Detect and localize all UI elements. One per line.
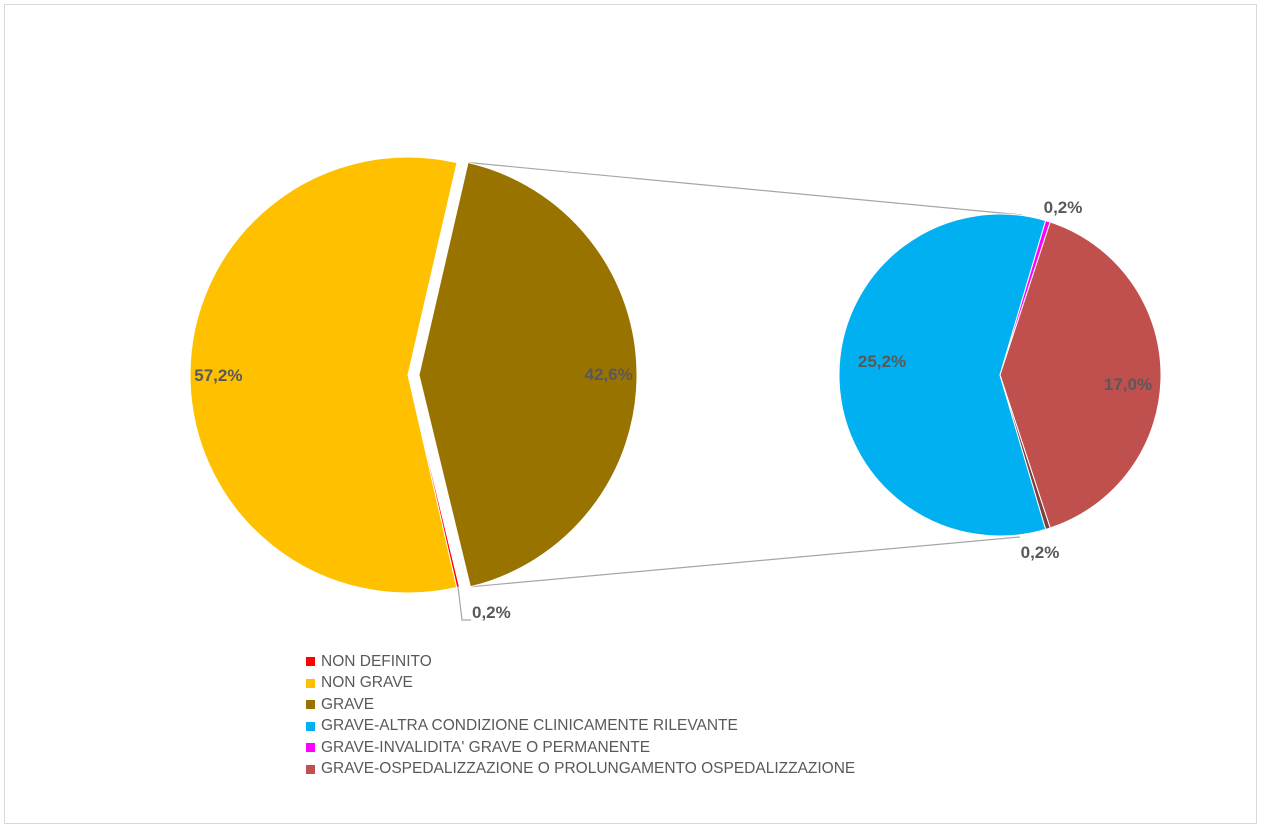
connector-top (467, 161, 1023, 216)
data-label-0: 0,2% (472, 603, 511, 622)
secondary-pie (838, 213, 1162, 537)
primary-slice-grave (418, 161, 638, 588)
legend-item: NON GRAVE (306, 673, 855, 695)
connector-lines (467, 161, 1023, 588)
connector-bottom (470, 536, 1021, 588)
secondary-data-label-2: 17,0% (1104, 375, 1152, 394)
legend-swatch (306, 657, 315, 667)
primary-pie (189, 156, 638, 594)
primary-slice-non-grave (189, 156, 458, 594)
data-label-1: 57,2% (194, 366, 242, 385)
legend-label: GRAVE-OSPEDALIZZAZIONE O PROLUNGAMENTO O… (321, 760, 856, 778)
legend-swatch (306, 678, 315, 688)
secondary-slice-other-3 (999, 374, 1051, 531)
secondary-data-label-3: 0,2% (1021, 543, 1060, 562)
legend-swatch (306, 764, 315, 774)
legend-swatch (306, 700, 315, 710)
legend-item: GRAVE (306, 694, 855, 716)
data-labels: 0,2% 57,2% 42,6% 25,2% 0,2% 17,0% 0,2% (194, 198, 1152, 622)
legend-swatch (306, 721, 315, 731)
legend: NON DEFINITO NON GRAVE GRAVE GRAVE-ALTRA CO… (306, 651, 855, 780)
legend-item: GRAVE-ALTRA CONDIZIONE CLINICAMENTE RILE… (306, 716, 855, 738)
legend-label: GRAVE-INVALIDITA' GRAVE O PERMANENTE (321, 738, 651, 756)
legend-item: NON DEFINITO (306, 651, 855, 673)
legend-item: GRAVE-INVALIDITA' GRAVE O PERMANENTE (306, 737, 855, 759)
legend-label: GRAVE-ALTRA CONDIZIONE CLINICAMENTE RILE… (321, 717, 738, 735)
secondary-slice-grave-ospedalizzazione-o-prolungamento-ospedalizzazione (999, 221, 1162, 529)
secondary-slice-grave-altra-condizione-clinicamente-rilevante (838, 213, 1047, 537)
legend-swatch (306, 743, 315, 753)
data-label-2: 42,6% (585, 365, 633, 384)
legend-label: NON GRAVE (321, 674, 413, 692)
legend-item: GRAVE-OSPEDALIZZAZIONE O PROLUNGAMENTO O… (306, 759, 855, 781)
legend-label: GRAVE (321, 695, 375, 713)
secondary-data-label-1: 0,2% (1044, 198, 1083, 217)
secondary-data-label-0: 25,2% (858, 352, 906, 371)
leader-line-0 (457, 587, 471, 621)
legend-label: NON DEFINITO (321, 652, 432, 670)
